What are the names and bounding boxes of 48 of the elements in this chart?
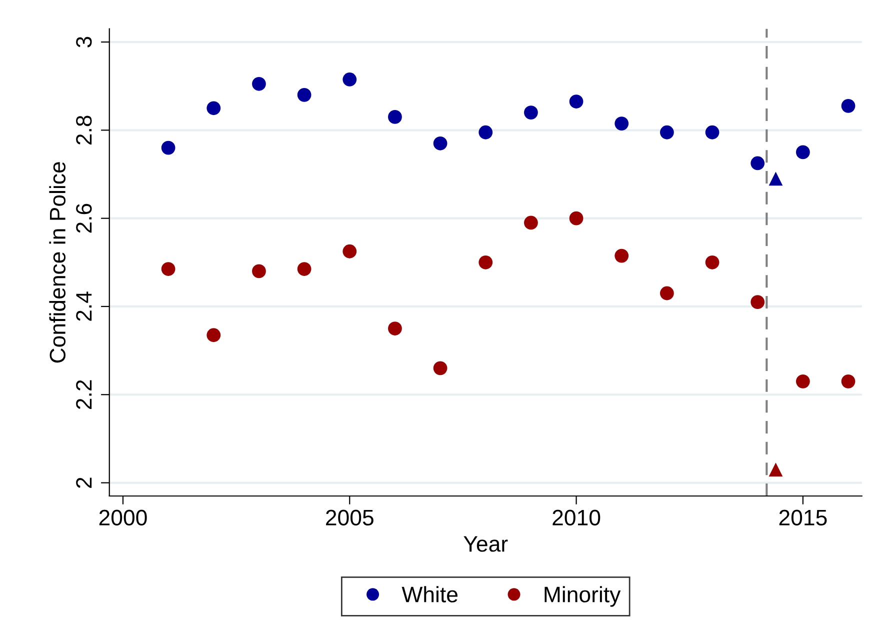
point (524, 106, 538, 120)
point (342, 72, 357, 86)
point (841, 98, 856, 113)
y-tick-label: 2.2 (76, 380, 92, 409)
point (478, 125, 493, 140)
point (252, 76, 266, 91)
x-tick-label: 2005 (326, 510, 374, 526)
point (660, 286, 674, 300)
point (524, 216, 538, 230)
point (569, 94, 584, 108)
y-tick-label: 2.6 (76, 204, 92, 233)
y-tick-label: 2.8 (76, 116, 92, 144)
point (750, 156, 765, 170)
y-axis-title: Confidence in Police (49, 162, 66, 363)
x-axis-title: Year (464, 536, 508, 552)
y-tick-label: 2.4 (76, 292, 92, 321)
point (660, 125, 674, 140)
point (569, 211, 584, 226)
point (796, 145, 810, 160)
point (841, 374, 856, 388)
x-tick-label: 2000 (99, 510, 147, 526)
point (768, 172, 783, 186)
y-tick-label: 3 (76, 36, 92, 48)
point (342, 244, 357, 258)
x-tick-label: 2015 (779, 510, 827, 526)
x-tick-label: 2010 (552, 510, 600, 526)
point (433, 136, 448, 150)
point (433, 361, 448, 376)
point (614, 116, 629, 131)
point (206, 101, 221, 116)
point (161, 262, 176, 276)
legend-label: Minority (544, 586, 621, 607)
point (705, 125, 720, 140)
y-tick-label: 2 (76, 478, 92, 488)
point (161, 140, 176, 155)
point (796, 374, 810, 388)
point (297, 262, 312, 276)
point (768, 462, 783, 476)
point (478, 255, 493, 270)
point (297, 88, 312, 102)
point (388, 110, 402, 124)
point (750, 295, 765, 310)
point (614, 248, 629, 263)
point (388, 322, 402, 336)
legend-label: White (402, 586, 458, 602)
point (705, 255, 720, 270)
point (206, 328, 221, 342)
point (252, 264, 266, 278)
